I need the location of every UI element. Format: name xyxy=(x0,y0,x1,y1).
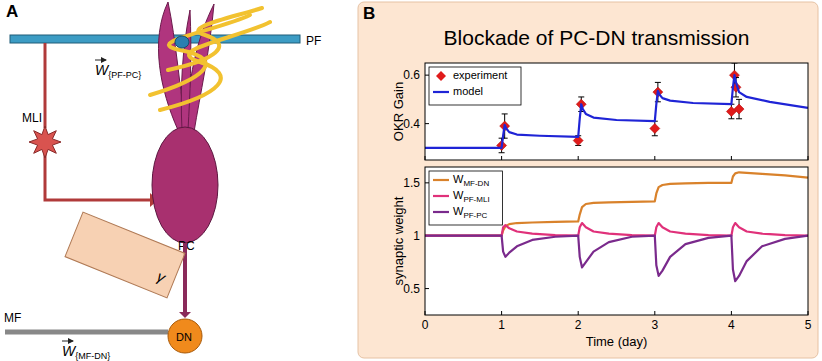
parallel-fiber xyxy=(10,35,300,43)
x-tick xyxy=(731,311,732,315)
legend-label: model xyxy=(453,85,483,97)
chart: Blockade of PC-DN transmission0.40.6OKR … xyxy=(391,26,808,160)
climbing-fiber xyxy=(160,22,270,110)
legend-label: WPF-PC xyxy=(453,205,488,220)
vector-arrow xyxy=(62,341,73,342)
legend-box xyxy=(429,67,521,105)
y-axis-label: synaptic weight xyxy=(391,196,406,285)
panel-label: B xyxy=(363,4,375,23)
weight-subscript: {MF-DN} xyxy=(75,351,110,361)
plot-frame xyxy=(425,167,808,315)
figure: APFW{PF-PC}MLIPCγMFDNW{MF-DN}BBlockade o… xyxy=(0,0,822,361)
weight-label: W{PF-PC} xyxy=(95,62,141,80)
legend-swatch xyxy=(433,211,449,213)
legend: experiment model xyxy=(429,67,521,105)
panel-b-background xyxy=(358,2,818,358)
y-axis-label: OKR Gain xyxy=(391,82,406,141)
dn-label: DN xyxy=(176,331,192,343)
pf-pc-synapse xyxy=(175,36,189,48)
gamma-box xyxy=(65,212,185,298)
data-point xyxy=(734,104,744,114)
y-tick xyxy=(425,75,429,76)
legend-box xyxy=(429,171,502,225)
legend: WMF-DNWPF-MLIWPF-PC xyxy=(429,171,502,225)
x-tick-label: 1 xyxy=(498,318,505,332)
x-tick-label: 2 xyxy=(575,318,582,332)
legend-swatch xyxy=(433,179,449,181)
panel-a: APFW{PF-PC}MLIPCγMFDNW{MF-DN} xyxy=(4,2,321,361)
plot-frame xyxy=(425,63,808,160)
y-tick xyxy=(425,123,429,124)
y-tick-label: 1.5 xyxy=(403,176,420,190)
x-tick xyxy=(501,156,502,160)
x-tick-label: 5 xyxy=(805,318,812,332)
legend-label: WPF-MLI xyxy=(453,189,490,204)
legend-label: WMF-DN xyxy=(453,173,489,188)
gamma-block: γ xyxy=(65,212,185,298)
y-tick-label: 1 xyxy=(413,229,420,243)
x-tick xyxy=(654,311,655,315)
chart-title: Blockade of PC-DN transmission xyxy=(444,26,750,49)
legend-label: experiment xyxy=(453,69,507,81)
data-point xyxy=(650,123,660,133)
plot-area xyxy=(425,167,808,315)
x-tick-label: 0 xyxy=(422,318,429,332)
mossy-fiber xyxy=(5,330,168,335)
y-tick-label: 0.6 xyxy=(403,68,420,82)
legend-swatch xyxy=(433,91,449,93)
gamma-label: γ xyxy=(155,267,170,286)
y-tick xyxy=(425,182,429,183)
mli-axon xyxy=(45,150,150,200)
weight-label: W{MF-DN} xyxy=(62,343,110,361)
pf-label: PF xyxy=(306,34,321,48)
mf-label: MF xyxy=(4,311,21,325)
x-axis-label: Time (day) xyxy=(586,334,648,349)
pc-dendrite xyxy=(181,10,191,130)
series-line xyxy=(425,75,808,148)
plot-area xyxy=(425,63,808,160)
weight-subscript: {PF-PC} xyxy=(108,70,141,80)
x-tick xyxy=(578,156,579,160)
climbing-fiber xyxy=(168,8,262,70)
mli-label: MLI xyxy=(22,111,42,125)
x-tick xyxy=(731,156,732,160)
x-tick xyxy=(578,311,579,315)
panel-b: B Blockade of PC-DN transmission0.40.6OKR… xyxy=(358,2,818,358)
x-tick-label: 3 xyxy=(651,318,658,332)
panel-label: A xyxy=(6,2,18,21)
y-tick xyxy=(425,288,429,289)
vector-arrow xyxy=(95,60,106,61)
x-tick-label: 4 xyxy=(728,318,735,332)
legend-swatch xyxy=(433,195,449,197)
purkinje-cell xyxy=(152,127,218,243)
marks xyxy=(425,63,808,153)
dn-cell xyxy=(168,319,202,353)
pc-terminal xyxy=(179,312,191,318)
x-tick xyxy=(501,311,502,315)
legend-swatch xyxy=(436,71,446,81)
mli-dendrite xyxy=(44,43,47,128)
mli-cell xyxy=(29,126,61,158)
x-tick xyxy=(654,156,655,160)
chart: 0123450.511.5synaptic weightTime (day)WM… xyxy=(391,167,812,349)
series-line xyxy=(425,236,808,281)
